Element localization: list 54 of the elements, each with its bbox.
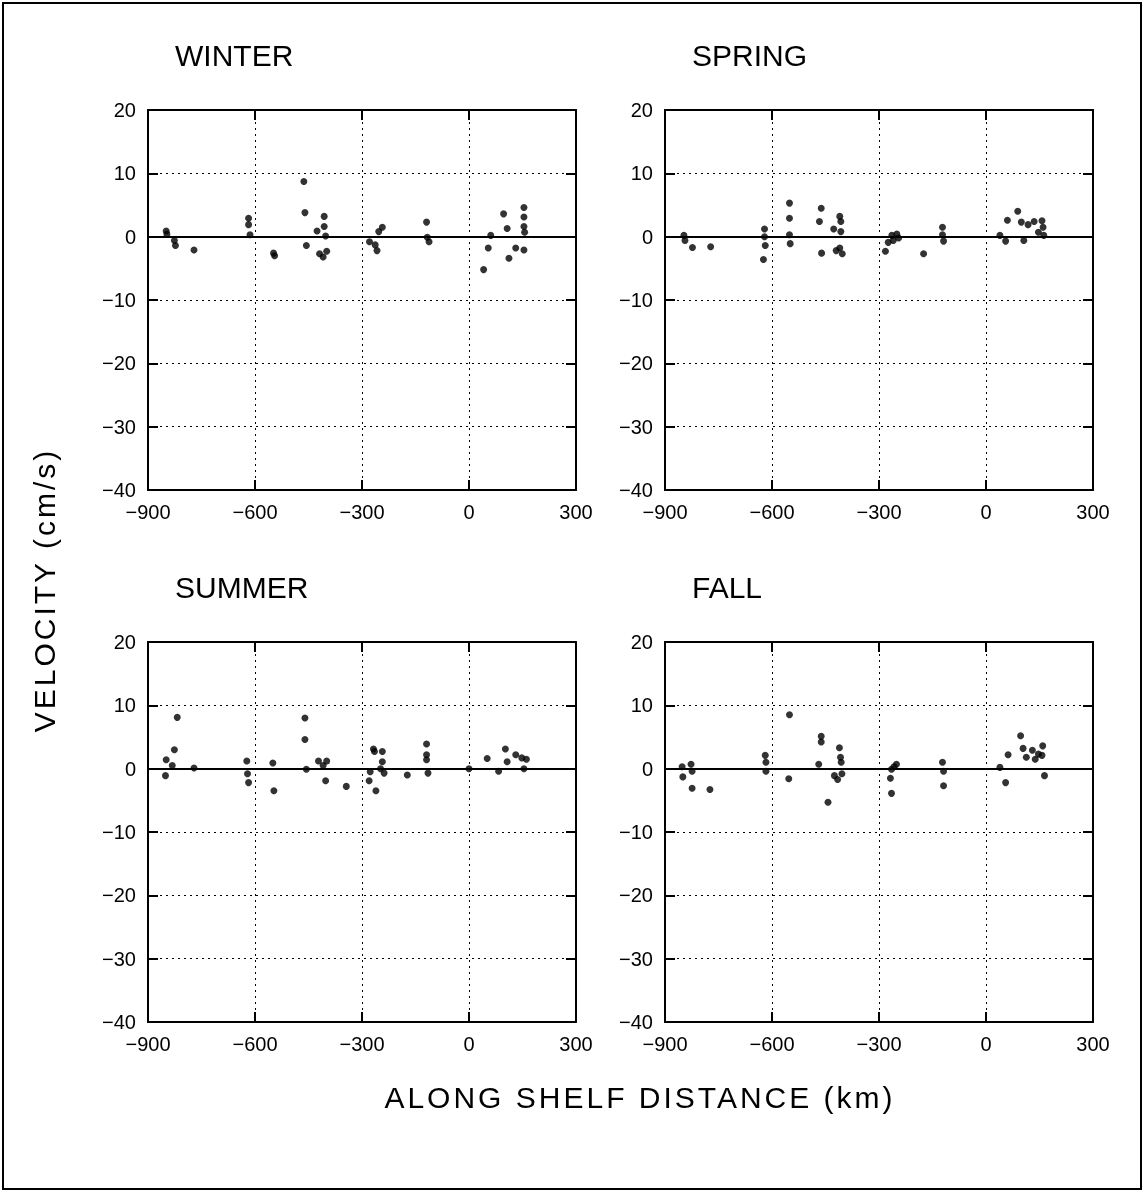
y-tick-label: −20 [102, 884, 136, 907]
x-tick-label: −900 [642, 501, 688, 523]
y-tick-label: −30 [619, 415, 653, 438]
y-tick-label: −30 [102, 947, 136, 970]
x-axis-title: ALONG SHELF DISTANCE (km) [384, 1081, 896, 1115]
y-tick-label: −10 [102, 289, 136, 311]
y-tick-label: 10 [113, 694, 136, 717]
y-tick-label: −20 [102, 352, 136, 375]
x-tick-label: 300 [559, 501, 593, 523]
x-tick-label: 300 [559, 1033, 593, 1055]
y-tick-label: 0 [124, 225, 136, 248]
x-tick-label: −900 [125, 501, 171, 523]
chart-title: SPRING [692, 38, 808, 72]
y-tick-label: 10 [113, 162, 136, 185]
y-tick-label: 20 [113, 99, 136, 121]
x-tick-label: 0 [463, 501, 475, 523]
y-tick-label: −30 [102, 415, 136, 438]
y-tick-label: −40 [619, 1011, 653, 1033]
y-axis-title: VELOCITY (cm/s) [28, 447, 62, 733]
y-tick-label: −40 [619, 479, 653, 501]
y-tick-label: −30 [619, 947, 653, 970]
x-tick-label: −300 [339, 1033, 385, 1055]
y-tick-label: −20 [619, 884, 653, 907]
y-tick-label: −10 [619, 821, 653, 843]
x-tick-label: −900 [125, 1033, 171, 1055]
x-tick-label: 300 [1076, 501, 1110, 523]
y-tick-label: 10 [630, 162, 653, 185]
y-tick-label: −10 [619, 289, 653, 311]
x-tick-label: 0 [980, 1033, 992, 1055]
x-tick-label: −300 [856, 501, 902, 523]
y-tick-label: 20 [630, 99, 653, 121]
x-tick-label: −300 [856, 1033, 902, 1055]
y-tick-label: 0 [641, 225, 653, 248]
x-tick-label: −600 [232, 501, 278, 523]
x-tick-label: −600 [749, 1033, 795, 1055]
y-tick-label: 20 [630, 631, 653, 653]
chart-title: FALL [692, 570, 763, 604]
y-tick-label: −40 [102, 479, 136, 501]
chart-title: WINTER [175, 38, 294, 72]
y-tick-label: −40 [102, 1011, 136, 1033]
y-tick-label: −20 [619, 352, 653, 375]
x-tick-label: −600 [749, 501, 795, 523]
y-tick-label: 20 [113, 631, 136, 653]
chart-title: SUMMER [175, 570, 309, 604]
x-tick-label: −300 [339, 501, 385, 523]
y-tick-label: −10 [102, 821, 136, 843]
x-tick-label: 0 [980, 501, 992, 523]
x-tick-label: 0 [463, 1033, 475, 1055]
y-tick-label: 0 [124, 757, 136, 780]
y-tick-label: 0 [641, 757, 653, 780]
y-tick-label: 10 [630, 694, 653, 717]
x-tick-label: −600 [232, 1033, 278, 1055]
x-tick-label: 300 [1076, 1033, 1110, 1055]
x-tick-label: −900 [642, 1033, 688, 1055]
